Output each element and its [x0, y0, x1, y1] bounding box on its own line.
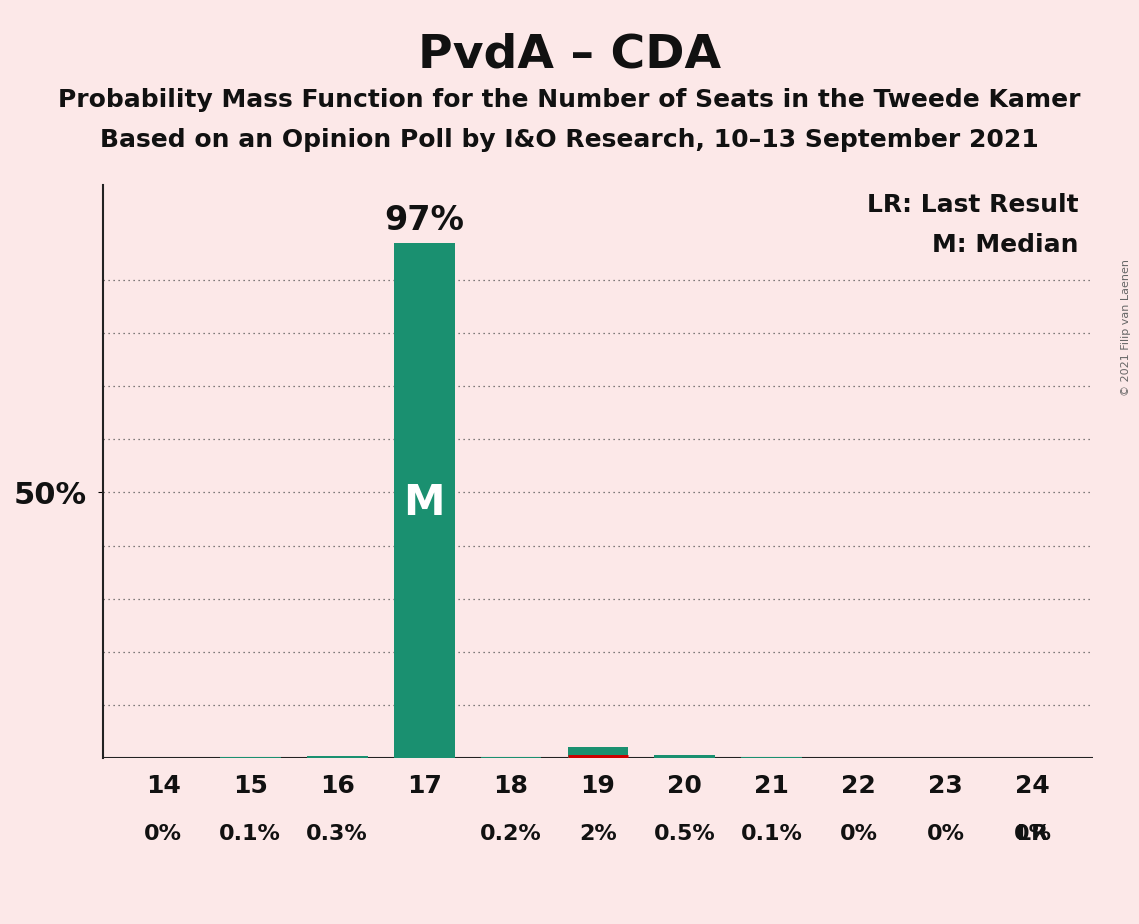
Text: 0%: 0%: [1014, 823, 1051, 844]
Text: LR: Last Result: LR: Last Result: [867, 193, 1079, 217]
Bar: [306, 756, 368, 758]
Text: 0.1%: 0.1%: [740, 823, 803, 844]
Bar: [655, 755, 715, 758]
Bar: [567, 748, 629, 758]
Bar: [394, 243, 454, 758]
Text: Based on an Opinion Poll by I&O Research, 10–13 September 2021: Based on an Opinion Poll by I&O Research…: [100, 128, 1039, 152]
Text: M: M: [403, 482, 445, 524]
Text: © 2021 Filip van Laenen: © 2021 Filip van Laenen: [1121, 259, 1131, 395]
Text: Probability Mass Function for the Number of Seats in the Tweede Kamer: Probability Mass Function for the Number…: [58, 88, 1081, 112]
Text: 0.3%: 0.3%: [306, 823, 368, 844]
Text: 0%: 0%: [145, 823, 182, 844]
Bar: [481, 757, 541, 758]
Text: 0.1%: 0.1%: [220, 823, 281, 844]
Text: 0%: 0%: [839, 823, 878, 844]
Text: LR: LR: [1017, 823, 1048, 844]
Text: 0.2%: 0.2%: [481, 823, 542, 844]
Text: 0.5%: 0.5%: [654, 823, 715, 844]
Text: M: Median: M: Median: [932, 234, 1079, 258]
Text: 2%: 2%: [579, 823, 617, 844]
Text: 97%: 97%: [384, 204, 464, 237]
Text: 0%: 0%: [927, 823, 965, 844]
Text: PvdA – CDA: PvdA – CDA: [418, 32, 721, 78]
